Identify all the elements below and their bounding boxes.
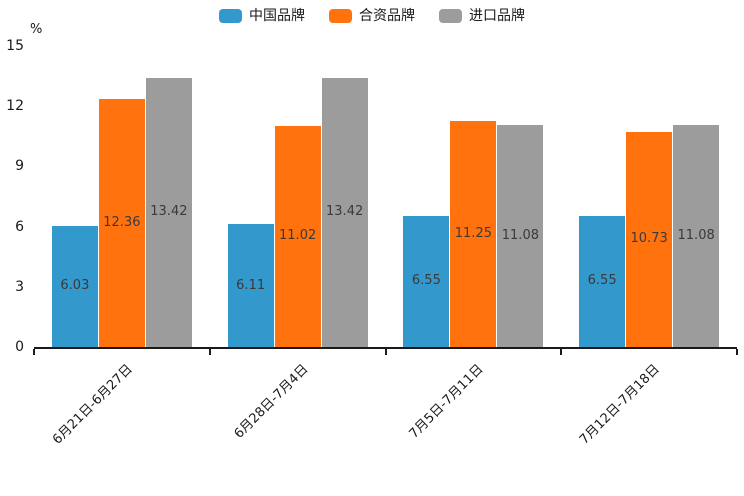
bar-合资品牌: [626, 131, 673, 347]
bar-进口品牌: [497, 124, 544, 347]
y-tick-label: 3: [15, 278, 24, 295]
bar-合资品牌: [98, 98, 145, 347]
y-tick-label: 12: [6, 98, 24, 115]
bar-value-label: 12.36: [103, 214, 141, 230]
legend-swatch-china-brand: [219, 9, 242, 23]
bar-value-label: 10.73: [630, 231, 668, 247]
bar-value-label: 11.25: [454, 226, 492, 242]
bar-value-label: 11.08: [501, 227, 539, 243]
y-tick-label: 0: [15, 339, 24, 355]
x-tick-label-text: 7月12日-7月18日: [576, 361, 663, 448]
bar-value-label: 13.42: [326, 204, 364, 220]
x-tick-label-text: 6月21日-6月27日: [49, 361, 136, 448]
bar-进口品牌: [673, 124, 720, 347]
x-axis-line: [34, 347, 737, 349]
legend-item-import-brand: 进口品牌: [439, 8, 525, 24]
y-tick-label: 6: [15, 218, 24, 235]
legend-swatch-joint-venture-brand: [329, 9, 352, 23]
bar-value-label: 6.55: [411, 273, 441, 289]
bar-value-label: 11.02: [279, 228, 317, 244]
x-tick-label-text: 7月5日-7月11日: [406, 361, 487, 442]
bar-value-label: 11.08: [677, 227, 715, 243]
bar-合资品牌: [450, 121, 497, 347]
bar-中国品牌: [51, 225, 98, 347]
bar-value-label: 6.55: [587, 273, 617, 289]
x-axis-tick: [384, 349, 387, 355]
bar-进口品牌: [321, 77, 368, 347]
bar-value-label: 6.03: [60, 278, 90, 294]
legend: 中国品牌 合资品牌 进口品牌: [0, 8, 744, 24]
legend-swatch-import-brand: [439, 9, 462, 23]
x-axis-tick: [208, 349, 211, 355]
y-axis-unit-label: %: [30, 22, 43, 37]
legend-item-china-brand: 中国品牌: [219, 8, 305, 24]
x-tick-label-text: 6月28日-7月4日: [231, 361, 312, 442]
bar-value-label: 13.42: [150, 204, 188, 220]
bar-中国品牌: [227, 224, 274, 347]
legend-label: 合资品牌: [359, 8, 415, 24]
bar-中国品牌: [579, 215, 626, 347]
x-axis-tick: [33, 349, 35, 355]
y-tick-label: 15: [6, 38, 24, 54]
legend-item-joint-venture-brand: 合资品牌: [329, 8, 415, 24]
legend-label: 中国品牌: [249, 8, 305, 24]
legend-label: 进口品牌: [469, 8, 525, 24]
bar-中国品牌: [403, 215, 450, 347]
bar-合资品牌: [274, 125, 321, 347]
x-axis-tick: [736, 349, 738, 355]
bar-value-label: 6.11: [236, 277, 266, 293]
x-axis-tick: [560, 349, 563, 355]
y-tick-label: 9: [15, 158, 24, 175]
bar-进口品牌: [145, 77, 192, 347]
